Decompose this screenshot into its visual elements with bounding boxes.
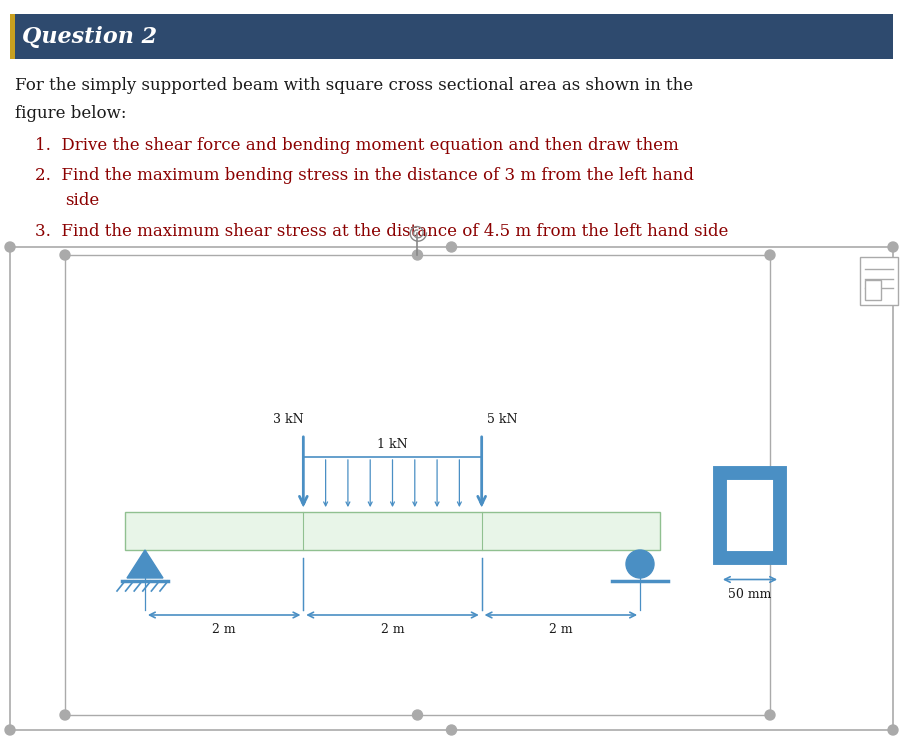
Circle shape	[446, 725, 456, 735]
Text: 50 mm: 50 mm	[728, 588, 771, 600]
Bar	[859, 257, 897, 305]
Bar	[864, 280, 880, 300]
Circle shape	[412, 710, 422, 720]
Text: 3 kN: 3 kN	[273, 413, 304, 426]
Circle shape	[887, 242, 897, 252]
Text: 1.  Drive the shear force and bending moment equation and then draw them: 1. Drive the shear force and bending mom…	[35, 137, 678, 154]
Circle shape	[412, 250, 422, 260]
Text: 2 m: 2 m	[548, 623, 572, 636]
Circle shape	[60, 250, 70, 260]
Text: 2 m: 2 m	[381, 623, 404, 636]
Text: 1 kN: 1 kN	[377, 438, 408, 451]
Text: side: side	[65, 192, 99, 209]
Text: figure below:: figure below:	[15, 105, 126, 122]
Circle shape	[764, 250, 774, 260]
Circle shape	[887, 725, 897, 735]
Text: For the simply supported beam with square cross sectional area as shown in the: For the simply supported beam with squar…	[15, 77, 693, 94]
Circle shape	[764, 710, 774, 720]
Text: 2.  Find the maximum bending stress in the distance of 3 m from the left hand: 2. Find the maximum bending stress in th…	[35, 167, 693, 184]
Circle shape	[446, 242, 456, 252]
Bar	[124, 512, 659, 550]
Text: 3.  Find the maximum shear stress at the distance of 4.5 m from the left hand si: 3. Find the maximum shear stress at the …	[35, 223, 728, 240]
Bar	[65, 255, 769, 715]
Circle shape	[5, 242, 15, 252]
Bar	[10, 14, 15, 59]
Polygon shape	[127, 550, 163, 578]
Bar	[719, 472, 779, 557]
Circle shape	[60, 710, 70, 720]
Text: 2 m: 2 m	[212, 623, 235, 636]
Circle shape	[5, 725, 15, 735]
Bar	[10, 247, 892, 730]
Bar	[10, 14, 892, 59]
Text: Question 2: Question 2	[22, 25, 157, 48]
Text: 5 kN: 5 kN	[486, 413, 517, 426]
Circle shape	[625, 550, 653, 578]
